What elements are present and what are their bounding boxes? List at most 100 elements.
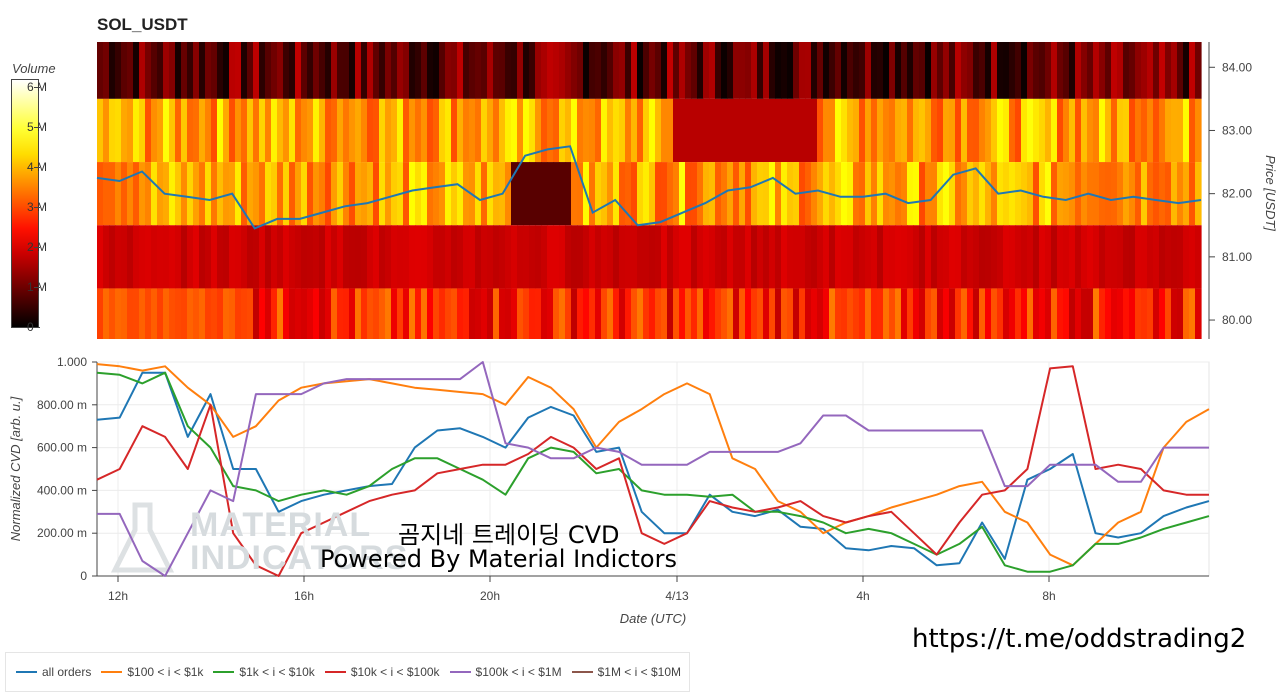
heatmap-cell (115, 225, 122, 289)
legend-item[interactable]: $100 < i < $1k (101, 665, 203, 679)
heatmap-cell (331, 98, 338, 163)
heatmap-cell (397, 42, 404, 99)
heatmap-cell (973, 42, 980, 99)
heatmap-cell (787, 98, 794, 163)
heatmap-cell (649, 98, 656, 163)
legend-item[interactable]: $1M < i < $10M (571, 665, 681, 679)
heatmap-cell (817, 288, 824, 339)
heatmap-cell (283, 42, 290, 99)
heatmap-cell (1183, 98, 1190, 163)
heatmap-cell (505, 162, 512, 226)
heatmap-cell (109, 288, 116, 339)
heatmap-cell (763, 98, 770, 163)
heatmap-cell (637, 42, 644, 99)
heatmap-cell (541, 162, 548, 226)
legend-item[interactable]: all orders (16, 665, 91, 679)
heatmap-band (97, 42, 1202, 99)
legend-item[interactable]: $1k < i < $10k (213, 665, 315, 679)
legend-item[interactable]: $100k < i < $1M (449, 665, 562, 679)
heatmap-cell (601, 288, 608, 339)
heatmap-cell (583, 288, 590, 339)
heatmap-cell (1081, 162, 1088, 226)
heatmap-cell (1087, 288, 1094, 339)
heatmap-cell (463, 42, 470, 99)
heatmap-cell (943, 42, 950, 99)
heatmap-cell (1159, 42, 1166, 99)
heatmap-cell (223, 42, 230, 99)
heatmap-cell (427, 225, 434, 289)
heatmap-cell (145, 225, 152, 289)
heatmap-cell (601, 42, 608, 99)
heatmap-cell (979, 98, 986, 163)
heatmap-cell (871, 98, 878, 163)
heatmap-cell (379, 162, 386, 226)
heatmap-cell (625, 98, 632, 163)
heatmap-cell (1081, 288, 1088, 339)
heatmap-cell (487, 42, 494, 99)
heatmap-cell (205, 98, 212, 163)
heatmap-cell (745, 288, 752, 339)
heatmap-cell (1117, 42, 1124, 99)
heatmap-cell (661, 98, 668, 163)
heatmap-cell (283, 98, 290, 163)
heatmap-cell (559, 42, 566, 99)
heatmap-cell (499, 225, 506, 289)
heatmap-cell (559, 288, 566, 339)
heatmap-cell (211, 288, 218, 339)
heatmap-cell (1009, 98, 1016, 163)
overlay-subtitle: Powered By Material Indictors (320, 545, 677, 573)
heatmap-cell (1033, 288, 1040, 339)
heatmap-cell (637, 162, 644, 226)
heatmap-cell (937, 162, 944, 226)
heatmap-cell (757, 162, 764, 226)
heatmap-cell (703, 98, 710, 163)
heatmap-cell (967, 162, 974, 226)
heatmap-cell (697, 288, 704, 339)
heatmap-cell (769, 225, 776, 289)
heatmap-cell (319, 98, 326, 163)
legend-item[interactable]: $10k < i < $100k (324, 665, 440, 679)
heatmap-cell (1081, 98, 1088, 163)
heatmap-cell (691, 288, 698, 339)
heatmap-cell (367, 162, 374, 226)
heatmap-cell (685, 42, 692, 99)
heatmap-cell (793, 42, 800, 99)
heatmap-cell (277, 225, 284, 289)
heatmap-cell (1189, 42, 1196, 99)
heatmap-cell (325, 162, 332, 226)
heatmap-cell (115, 288, 122, 339)
heatmap-cell (385, 162, 392, 226)
heatmap-cell (259, 42, 266, 99)
heatmap-cell (421, 42, 428, 99)
heatmap-cell (895, 288, 902, 339)
heatmap-cell (169, 162, 176, 226)
heatmap-cell (649, 42, 656, 99)
heatmap-cell (1183, 225, 1190, 289)
heatmap-cell (859, 225, 866, 289)
heatmap-cell (1057, 42, 1064, 99)
cvd-y-tick-label: 400.00 m (37, 483, 87, 497)
heatmap-cell (835, 98, 842, 163)
heatmap-cell (679, 98, 686, 163)
heatmap-cell (367, 98, 374, 163)
heatmap-cell (619, 162, 626, 226)
heatmap-cell (997, 42, 1004, 99)
heatmap-cell (643, 42, 650, 99)
heatmap-cell (217, 42, 224, 99)
heatmap-cell (805, 162, 812, 226)
heatmap-cell (1063, 288, 1070, 339)
heatmap-cell (439, 42, 446, 99)
colorbar-tick-mark (34, 207, 40, 208)
heatmap-cell (1015, 225, 1022, 289)
heatmap-cell (445, 225, 452, 289)
heatmap-cell (181, 288, 188, 339)
heatmap-cell (103, 42, 110, 99)
heatmap-cell (451, 225, 458, 289)
telegram-link[interactable]: https://t.me/oddstrading2 (912, 624, 1247, 654)
heatmap-cell (1087, 98, 1094, 163)
heatmap-cell (517, 288, 524, 339)
heatmap-cell (1129, 42, 1136, 99)
heatmap-cell (775, 42, 782, 99)
heatmap-cell (175, 98, 182, 163)
cvd-x-tick-label: 16h (294, 589, 314, 603)
